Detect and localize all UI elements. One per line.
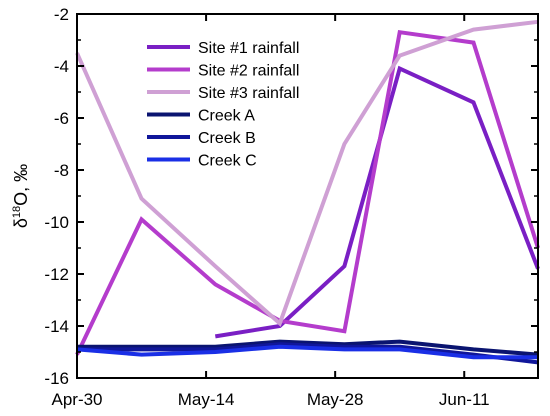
y-tick-label: -12 bbox=[44, 265, 69, 284]
y-axis: -2 -4 -6 -8 -10 -12 -14 -16 bbox=[44, 5, 538, 388]
y-tick-label: -8 bbox=[54, 161, 69, 180]
x-tick-label: Jun-11 bbox=[439, 390, 490, 409]
y-axis-title-sup: 18 bbox=[11, 206, 23, 218]
y-axis-title-rest: O, ‰ bbox=[11, 164, 31, 206]
legend-label-6: Creek C bbox=[198, 153, 257, 170]
series-line-1 bbox=[214, 65, 540, 339]
series-line-2 bbox=[75, 29, 540, 356]
x-tick-label: May-28 bbox=[307, 390, 364, 409]
legend-label-2: Site #2 rainfall bbox=[198, 63, 299, 80]
y-tick-label: -10 bbox=[44, 213, 69, 232]
legend-label-5: Creek B bbox=[198, 130, 256, 147]
x-tick-label: May-14 bbox=[178, 390, 235, 409]
series-line-6 bbox=[76, 344, 538, 360]
series-line-3 bbox=[75, 19, 539, 327]
y-tick-label: -16 bbox=[44, 369, 69, 388]
y-axis-title: δ18O, ‰ bbox=[11, 164, 31, 228]
series-layer bbox=[75, 19, 540, 365]
legend-label-3: Site #3 rainfall bbox=[198, 85, 299, 102]
series-line-4 bbox=[77, 339, 539, 357]
x-tick-label: Apr-30 bbox=[51, 390, 102, 409]
y-tick-label: -2 bbox=[54, 5, 69, 24]
x-axis: Apr-30 May-14 May-28 Jun-11 bbox=[51, 14, 490, 409]
legend-label-1: Site #1 rainfall bbox=[198, 40, 299, 57]
y-axis-title-main: δ bbox=[11, 218, 31, 228]
y-tick-label: -14 bbox=[44, 317, 69, 336]
y-tick-label: -6 bbox=[54, 109, 69, 128]
series-line-5 bbox=[77, 342, 539, 365]
y-tick-label: -4 bbox=[54, 57, 69, 76]
legend: Site #1 rainfall Site #2 rainfall Site #3 … bbox=[147, 40, 299, 170]
legend-label-4: Creek A bbox=[198, 108, 255, 125]
